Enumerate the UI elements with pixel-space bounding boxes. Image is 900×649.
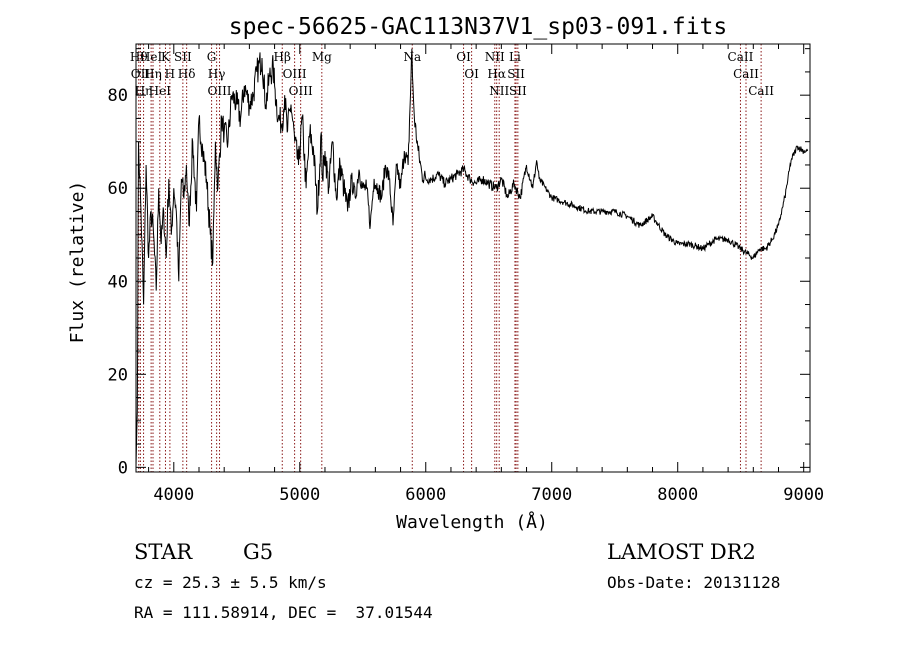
- x-tick-label: 4000: [153, 485, 194, 505]
- y-tick-label: 60: [108, 179, 128, 199]
- line-marker-label: CaII: [748, 84, 774, 98]
- line-marker-label: OIII: [289, 84, 313, 98]
- x-tick-label: 5000: [279, 485, 320, 505]
- coordinates: RA = 111.58914, DEC = 37.01544: [134, 603, 433, 622]
- plot-frame: [135, 43, 811, 473]
- line-marker-label: CaII: [733, 67, 759, 81]
- line-marker-label: CaII: [728, 50, 754, 64]
- redshift-value: cz = 25.3 ± 5.5 km/s: [134, 573, 327, 592]
- x-tick-label: 9000: [783, 485, 824, 505]
- line-marker-label: SII: [509, 84, 527, 98]
- y-tick-label: 40: [108, 272, 128, 292]
- line-marker-label: Hη: [144, 67, 162, 81]
- survey-name: LAMOST DR2: [607, 540, 756, 564]
- line-marker-label: Hθ: [130, 50, 148, 64]
- spectral-line-labels: HθOIIHηHeIHηHeIKHSIIHδGHγOIIIHβOIIIOIIIM…: [130, 50, 774, 98]
- line-marker-label: K: [161, 50, 171, 64]
- line-marker-label: NII: [489, 84, 509, 98]
- y-tick-label: 80: [108, 86, 128, 106]
- line-marker-label: G: [207, 50, 217, 64]
- line-marker-label: SII: [174, 50, 192, 64]
- x-tick-label: 7000: [531, 485, 572, 505]
- line-marker-label: OI: [464, 67, 479, 81]
- line-marker-label: SII: [507, 67, 525, 81]
- line-marker-label: Hα: [487, 67, 506, 81]
- line-marker-label: OIII: [207, 84, 231, 98]
- spectrum-line: [135, 48, 808, 468]
- line-marker-label: Hδ: [178, 67, 196, 81]
- obs-date: Obs-Date: 20131128: [607, 573, 781, 592]
- y-tick-label: 0: [118, 458, 128, 478]
- line-marker-label: Hβ: [274, 50, 291, 64]
- line-marker-label: Hη: [135, 84, 153, 98]
- y-tick-label: 20: [108, 365, 128, 385]
- line-marker-label: Li: [509, 50, 521, 64]
- line-marker-label: H: [165, 67, 175, 81]
- chart-title: spec-56625-GAC113N37V1_sp03-091.fits: [229, 14, 728, 40]
- line-marker-label: HeI: [149, 84, 172, 98]
- line-marker-label: Hγ: [208, 67, 226, 81]
- x-tick-label: 6000: [405, 485, 446, 505]
- x-tick-label: 8000: [657, 485, 698, 505]
- object-subclass: G5: [243, 540, 274, 564]
- y-axis-label: Flux (relative): [67, 181, 88, 344]
- spectral-line-markers: [138, 44, 762, 472]
- line-marker-label: Mg: [312, 50, 332, 64]
- line-marker-label: OIII: [283, 67, 307, 81]
- x-axis-ticks: 4000 5000 6000 7000 8000 9000: [148, 44, 824, 505]
- y-axis-ticks: 0 20 40 60 80: [108, 48, 810, 478]
- line-marker-label: HeI: [140, 50, 163, 64]
- line-marker-label: NII: [485, 50, 505, 64]
- line-marker-label: OI: [456, 50, 471, 64]
- x-axis-label: Wavelength (Å): [396, 511, 548, 533]
- object-class: STAR: [134, 540, 193, 564]
